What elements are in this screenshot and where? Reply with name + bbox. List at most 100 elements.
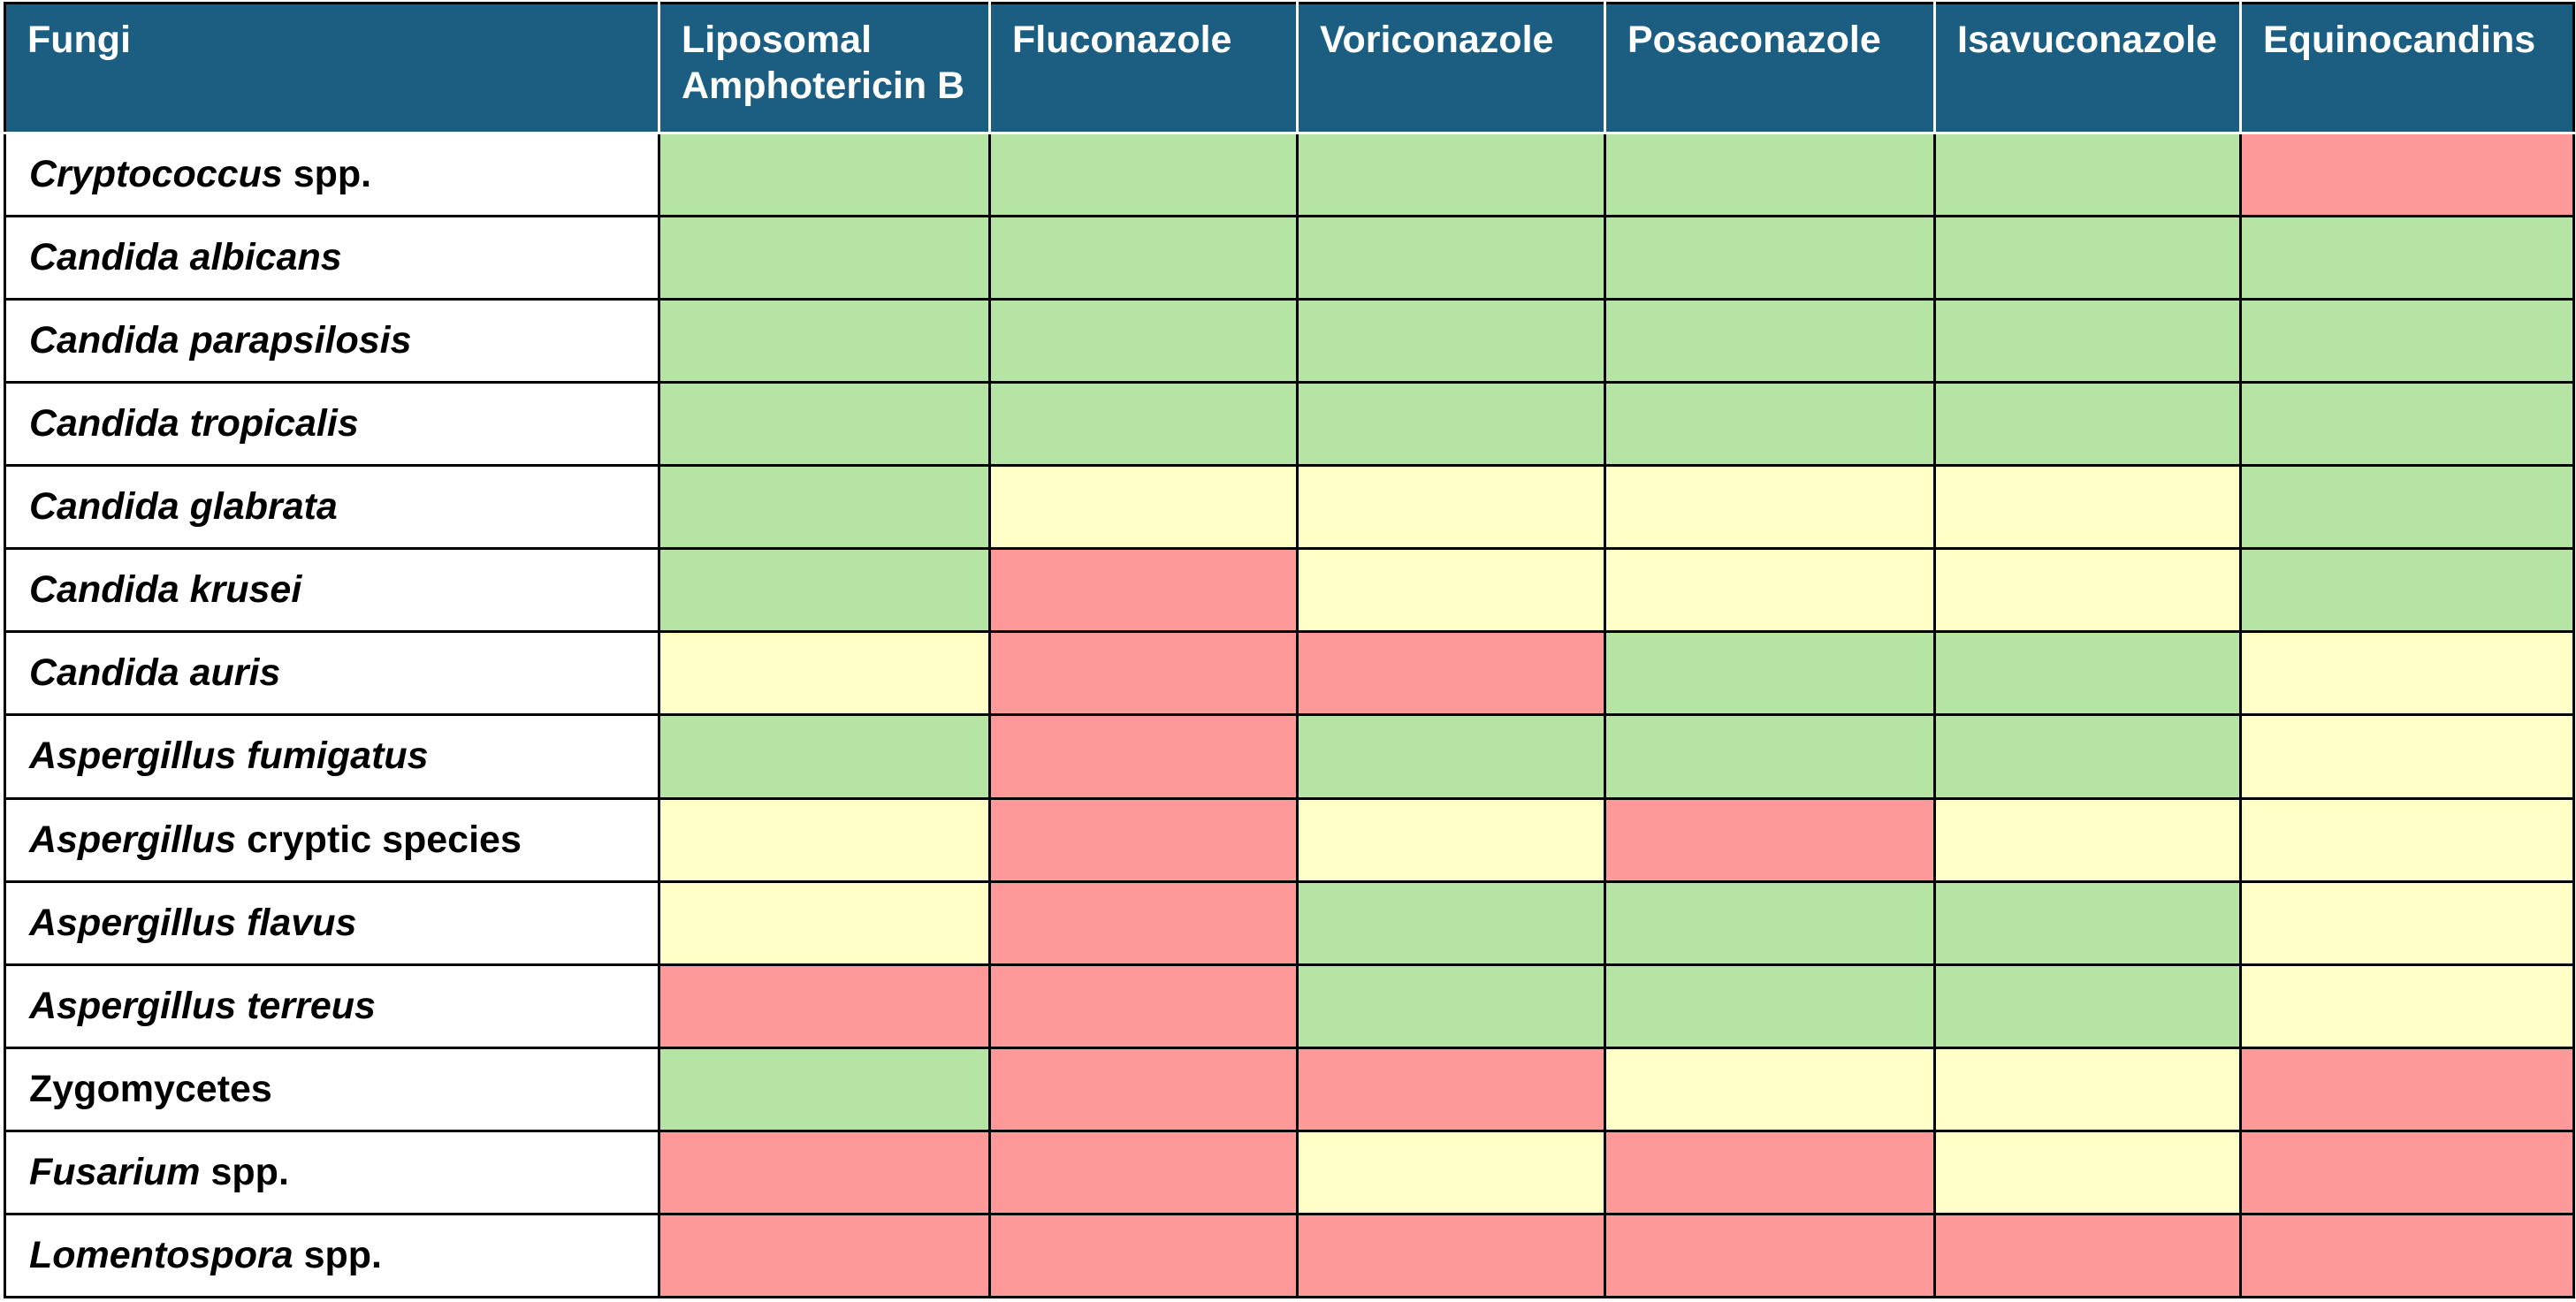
activity-cell-red <box>1296 1212 1606 1299</box>
activity-cell-green <box>988 131 1299 218</box>
fungus-name-cell: Candida auris <box>4 630 660 717</box>
fungus-name-italic: Candida auris <box>29 651 281 695</box>
activity-cell-yellow <box>1604 1046 1936 1132</box>
activity-cell-yellow <box>988 464 1299 551</box>
activity-cell-green <box>2239 547 2575 634</box>
header-fluconazole: Fluconazole <box>988 2 1299 134</box>
activity-cell-green <box>658 131 991 218</box>
fungus-name-cell: Candida krusei <box>4 547 660 634</box>
activity-cell-green <box>2239 298 2575 385</box>
activity-cell-red <box>988 796 1299 883</box>
fungus-name-cell: Cryptococcus spp. <box>4 131 660 218</box>
fungus-name-italic: Candida parapsilosis <box>29 319 412 362</box>
fungus-name-cell: Candida parapsilosis <box>4 298 660 385</box>
activity-cell-red <box>988 1212 1299 1299</box>
fungus-name-italic: Aspergillus terreus <box>29 984 376 1027</box>
header-liposomal-amphotericin-b: Liposomal Amphotericin B <box>658 2 991 134</box>
activity-cell-green <box>1604 963 1936 1049</box>
header-row: Fungi Liposomal Amphotericin B Fluconazol… <box>4 2 2575 134</box>
table-row: Candida auris <box>4 630 2575 717</box>
activity-cell-yellow <box>658 796 991 883</box>
activity-cell-red <box>988 713 1299 800</box>
fungus-name-plain: spp. <box>200 1150 289 1193</box>
activity-cell-green <box>2239 381 2575 468</box>
fungus-name-italic: Candida tropicalis <box>29 402 359 445</box>
antifungal-activity-table-container: Fungi Liposomal Amphotericin B Fluconazol… <box>4 2 2575 1299</box>
fungus-name-italic: Aspergillus fumigatus <box>29 735 429 778</box>
activity-cell-red <box>1296 630 1606 717</box>
fungus-name-italic: Cryptococcus <box>29 153 283 196</box>
table-row: Lomentospora spp. <box>4 1212 2575 1299</box>
activity-cell-red <box>2239 1129 2575 1215</box>
activity-cell-red <box>988 630 1299 717</box>
activity-cell-red <box>658 963 991 1049</box>
activity-cell-green <box>1933 963 2242 1049</box>
activity-cell-yellow <box>1933 1046 2242 1132</box>
activity-cell-green <box>1604 131 1936 218</box>
activity-cell-green <box>658 298 991 385</box>
activity-cell-green <box>1933 713 2242 800</box>
activity-cell-green <box>2239 464 2575 551</box>
fungus-name-cell: Aspergillus terreus <box>4 963 660 1049</box>
header-drug-line2: Amphotericin B <box>682 65 965 107</box>
fungus-name-plain: Zygomycetes <box>29 1067 272 1110</box>
table-row: Aspergillus cryptic species <box>4 796 2575 883</box>
activity-cell-green <box>1933 879 2242 966</box>
fungus-name-cell: Candida albicans <box>4 215 660 301</box>
fungus-name-plain: spp. <box>293 1233 382 1276</box>
fungus-name-cell: Aspergillus fumigatus <box>4 713 660 800</box>
activity-cell-green <box>1604 630 1936 717</box>
activity-cell-red <box>658 1129 991 1215</box>
activity-cell-green <box>988 381 1299 468</box>
activity-cell-yellow <box>1296 464 1606 551</box>
activity-cell-green <box>658 464 991 551</box>
activity-cell-yellow <box>1296 547 1606 634</box>
table-row: Zygomycetes <box>4 1046 2575 1132</box>
fungus-name-cell: Aspergillus flavus <box>4 879 660 966</box>
activity-cell-green <box>1604 298 1936 385</box>
activity-cell-yellow <box>2239 963 2575 1049</box>
antifungal-activity-table: Fungi Liposomal Amphotericin B Fluconazol… <box>4 2 2575 1299</box>
activity-cell-yellow <box>658 879 991 966</box>
activity-cell-red <box>988 879 1299 966</box>
activity-cell-green <box>1933 215 2242 301</box>
activity-cell-red <box>2239 1212 2575 1299</box>
fungus-name-italic: Candida glabrata <box>29 485 338 529</box>
fungus-name-cell: Fusarium spp. <box>4 1129 660 1215</box>
activity-cell-green <box>988 298 1299 385</box>
activity-cell-green <box>1604 713 1936 800</box>
activity-cell-yellow <box>1296 1129 1606 1215</box>
table-body: Cryptococcus spp. Candida albicans Candida… <box>4 131 2575 1299</box>
activity-cell-red <box>988 963 1299 1049</box>
header-fungi: Fungi <box>4 2 660 134</box>
fungus-name-cell: Candida glabrata <box>4 464 660 551</box>
activity-cell-green <box>2239 215 2575 301</box>
activity-cell-yellow <box>1604 464 1936 551</box>
activity-cell-yellow <box>1933 1129 2242 1215</box>
table-row: Aspergillus flavus <box>4 879 2575 966</box>
fungus-name-italic: Aspergillus <box>29 818 237 861</box>
activity-cell-red <box>988 1046 1299 1132</box>
activity-cell-red <box>658 1212 991 1299</box>
activity-cell-red <box>1604 1212 1936 1299</box>
fungus-name-cell: Zygomycetes <box>4 1046 660 1132</box>
activity-cell-green <box>658 713 991 800</box>
activity-cell-green <box>1296 215 1606 301</box>
activity-cell-red <box>988 547 1299 634</box>
activity-cell-red <box>988 1129 1299 1215</box>
header-voriconazole: Voriconazole <box>1296 2 1606 134</box>
activity-cell-green <box>1296 131 1606 218</box>
header-isavuconazole: Isavuconazole <box>1933 2 2242 134</box>
activity-cell-green <box>1604 879 1936 966</box>
fungus-name-plain: cryptic species <box>236 818 522 861</box>
fungus-name-italic: Aspergillus flavus <box>29 901 357 944</box>
activity-cell-yellow <box>2239 713 2575 800</box>
table-row: Aspergillus fumigatus <box>4 713 2575 800</box>
activity-cell-yellow <box>2239 879 2575 966</box>
activity-cell-yellow <box>2239 630 2575 717</box>
table-row: Candida parapsilosis <box>4 298 2575 385</box>
header-posaconazole: Posaconazole <box>1604 2 1936 134</box>
activity-cell-yellow <box>658 630 991 717</box>
fungus-name-cell: Candida tropicalis <box>4 381 660 468</box>
table-row: Fusarium spp. <box>4 1129 2575 1215</box>
